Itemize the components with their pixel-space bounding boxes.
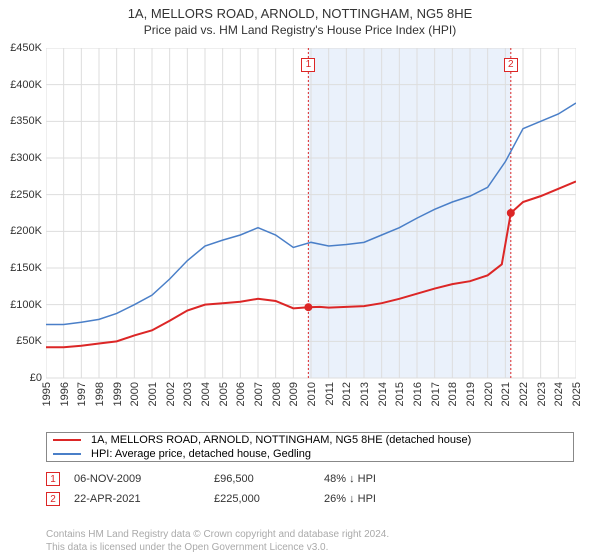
x-axis-label: 2014 (377, 382, 389, 406)
x-axis-label: 2011 (324, 382, 336, 406)
x-axis-label: 2024 (553, 382, 565, 406)
footer-line2: This data is licensed under the Open Gov… (46, 541, 389, 554)
legend-item: 1A, MELLORS ROAD, ARNOLD, NOTTINGHAM, NG… (47, 433, 573, 447)
legend-label: HPI: Average price, detached house, Gedl… (91, 448, 311, 460)
x-axis-label: 2018 (447, 382, 459, 406)
sale-row: 1 06-NOV-2009£96,50048% ↓ HPI (46, 472, 376, 486)
sale-marker-icon: 1 (46, 472, 60, 486)
x-axis-label: 1995 (41, 382, 53, 406)
x-axis-label: 2004 (200, 382, 212, 406)
y-axis-label: £450K (0, 42, 42, 54)
sale-delta: 48% ↓ HPI (324, 473, 376, 485)
x-axis-label: 2005 (218, 382, 230, 406)
x-axis-label: 1999 (112, 382, 124, 406)
x-axis-label: 2025 (571, 382, 583, 406)
chart-title: 1A, MELLORS ROAD, ARNOLD, NOTTINGHAM, NG… (0, 0, 600, 21)
sale-delta: 26% ↓ HPI (324, 493, 376, 505)
sale-date: 06-NOV-2009 (74, 473, 214, 485)
legend-swatch (53, 439, 81, 442)
x-axis-label: 2006 (235, 382, 247, 406)
legend: 1A, MELLORS ROAD, ARNOLD, NOTTINGHAM, NG… (46, 432, 574, 462)
chart-sale-marker: 2 (504, 58, 518, 72)
x-axis-label: 2020 (483, 382, 495, 406)
x-axis-label: 2013 (359, 382, 371, 406)
x-axis-label: 2009 (288, 382, 300, 406)
x-axis-label: 2002 (165, 382, 177, 406)
x-axis-label: 2008 (271, 382, 283, 406)
x-axis-label: 2007 (253, 382, 265, 406)
y-axis-label: £50K (0, 335, 42, 347)
chart-sale-marker: 1 (301, 58, 315, 72)
x-axis-label: 2001 (147, 382, 159, 406)
x-axis-label: 2010 (306, 382, 318, 406)
sale-price: £96,500 (214, 473, 324, 485)
sale-price: £225,000 (214, 493, 324, 505)
container: 1A, MELLORS ROAD, ARNOLD, NOTTINGHAM, NG… (0, 0, 600, 560)
x-axis-label: 2022 (518, 382, 530, 406)
y-axis-label: £300K (0, 152, 42, 164)
y-axis-label: £250K (0, 189, 42, 201)
x-axis-label: 2012 (341, 382, 353, 406)
y-axis-label: £100K (0, 299, 42, 311)
line-chart: £0£50K£100K£150K£200K£250K£300K£350K£400… (46, 48, 576, 418)
legend-item: HPI: Average price, detached house, Gedl… (47, 447, 573, 461)
x-axis-label: 2015 (394, 382, 406, 406)
y-axis-label: £150K (0, 262, 42, 274)
x-axis-label: 2021 (500, 382, 512, 406)
sale-row: 2 22-APR-2021£225,00026% ↓ HPI (46, 492, 376, 506)
legend-label: 1A, MELLORS ROAD, ARNOLD, NOTTINGHAM, NG… (91, 434, 471, 446)
x-axis-label: 2023 (536, 382, 548, 406)
y-axis-label: £200K (0, 225, 42, 237)
x-axis-label: 1998 (94, 382, 106, 406)
y-axis-label: £350K (0, 115, 42, 127)
x-axis-label: 1996 (59, 382, 71, 406)
footer-line1: Contains HM Land Registry data © Crown c… (46, 528, 389, 541)
y-axis-label: £400K (0, 79, 42, 91)
sale-marker-icon: 2 (46, 492, 60, 506)
x-axis-label: 2000 (129, 382, 141, 406)
chart-subtitle: Price paid vs. HM Land Registry's House … (0, 21, 600, 37)
x-axis-label: 2017 (430, 382, 442, 406)
x-axis-label: 2016 (412, 382, 424, 406)
x-axis-label: 1997 (76, 382, 88, 406)
x-axis-label: 2019 (465, 382, 477, 406)
y-axis-label: £0 (0, 372, 42, 384)
legend-swatch (53, 453, 81, 455)
footer-text: Contains HM Land Registry data © Crown c… (46, 528, 389, 554)
sale-date: 22-APR-2021 (74, 493, 214, 505)
x-axis-label: 2003 (182, 382, 194, 406)
